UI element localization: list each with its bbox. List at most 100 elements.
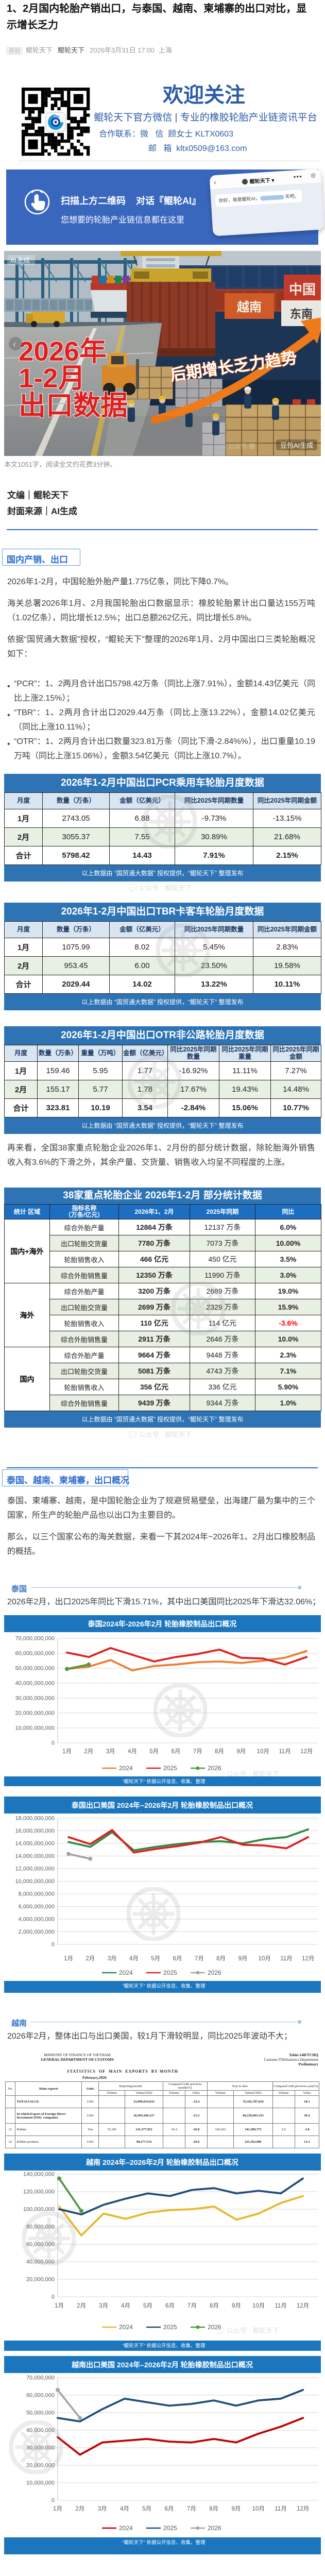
svg-text:出口数据: 出口数据 bbox=[19, 391, 128, 421]
svg-text:4月: 4月 bbox=[129, 1956, 139, 1962]
svg-text:2024: 2024 bbox=[119, 1765, 133, 1772]
svg-text:7月: 7月 bbox=[187, 2506, 196, 2512]
svg-text:2月: 2月 bbox=[85, 1956, 95, 1962]
svg-text:2026: 2026 bbox=[208, 2524, 221, 2532]
svg-text:10月: 10月 bbox=[252, 2506, 265, 2512]
svg-text:14,000,000,000: 14,000,000,000 bbox=[15, 1841, 55, 1847]
svg-text:20,000,000: 20,000,000 bbox=[26, 2277, 55, 2283]
svg-text:80,000,000: 80,000,000 bbox=[26, 2224, 55, 2230]
svg-text:8月: 8月 bbox=[215, 1749, 224, 1755]
svg-text:8月: 8月 bbox=[210, 2303, 219, 2309]
svg-text:70,000,000: 70,000,000 bbox=[26, 2375, 55, 2381]
svg-text:12,000,000,000: 12,000,000,000 bbox=[15, 1866, 55, 1872]
svg-text:0: 0 bbox=[52, 1942, 55, 1948]
svg-text:3月: 3月 bbox=[98, 2506, 107, 2512]
svg-text:1-2月: 1-2月 bbox=[19, 363, 85, 394]
svg-text:2026: 2026 bbox=[208, 1969, 221, 1976]
svg-text:8月: 8月 bbox=[216, 1956, 226, 1962]
svg-text:11月: 11月 bbox=[280, 1956, 292, 1962]
svg-text:10,000,000: 10,000,000 bbox=[26, 2480, 55, 2486]
svg-text:14,000,000,000: 14,000,000,000 bbox=[15, 1853, 55, 1859]
svg-text:2月: 2月 bbox=[77, 2303, 86, 2309]
svg-text:中国: 中国 bbox=[289, 282, 316, 297]
svg-text:0: 0 bbox=[52, 2498, 55, 2504]
svg-text:“鲲轮天下” 依据公开信息、收集、整理: “鲲轮天下” 依据公开信息、收集、整理 bbox=[123, 1983, 206, 1989]
svg-text:2025: 2025 bbox=[163, 1969, 177, 1976]
svg-text:6,000,000,000: 6,000,000,000 bbox=[19, 1904, 55, 1910]
svg-text:2025: 2025 bbox=[163, 2524, 177, 2532]
svg-text:20,000,000: 20,000,000 bbox=[26, 2463, 55, 2469]
svg-text:40,000,000: 40,000,000 bbox=[26, 2428, 55, 2434]
svg-text:1月: 1月 bbox=[53, 2506, 62, 2512]
svg-text:40,000,000,000: 40,000,000,000 bbox=[15, 1681, 55, 1687]
svg-text:2026年: 2026年 bbox=[19, 336, 107, 367]
svg-text:11月: 11月 bbox=[275, 2506, 286, 2512]
svg-text:2024: 2024 bbox=[119, 2324, 133, 2331]
svg-text:7月: 7月 bbox=[187, 2303, 197, 2309]
svg-text:泰国出口美国 2024年~2026年2月 轮胎橡胶制品出口概: 泰国出口美国 2024年~2026年2月 轮胎橡胶制品出口概况 bbox=[71, 1801, 253, 1809]
svg-text:3月: 3月 bbox=[106, 1749, 115, 1755]
svg-text:16,000,000,000: 16,000,000,000 bbox=[15, 1828, 55, 1834]
svg-text:11月: 11月 bbox=[279, 1749, 290, 1755]
svg-text:4月: 4月 bbox=[128, 1749, 137, 1755]
svg-text:10月: 10月 bbox=[252, 2303, 265, 2309]
svg-text:100,000,000: 100,000,000 bbox=[23, 2207, 55, 2213]
svg-text:6月: 6月 bbox=[173, 1956, 182, 1962]
svg-text:4月: 4月 bbox=[121, 2303, 130, 2309]
svg-text:20,000,000,000: 20,000,000,000 bbox=[15, 1710, 55, 1717]
svg-text:2025: 2025 bbox=[163, 1765, 177, 1772]
svg-text:越南: 越南 bbox=[237, 300, 262, 314]
svg-text:0: 0 bbox=[52, 2294, 55, 2300]
svg-text:12月: 12月 bbox=[302, 1956, 314, 1962]
svg-text:5月: 5月 bbox=[149, 1749, 159, 1755]
svg-text:7月: 7月 bbox=[195, 1956, 204, 1962]
svg-text:50,000,000: 50,000,000 bbox=[26, 2410, 55, 2416]
svg-text:5月: 5月 bbox=[142, 2506, 151, 2512]
svg-text:“鲲轮天下” 依据公开信息、收集、整理: “鲲轮天下” 依据公开信息、收集、整理 bbox=[123, 1778, 206, 1785]
svg-text:5月: 5月 bbox=[151, 1956, 160, 1962]
svg-text:12月: 12月 bbox=[297, 2506, 309, 2512]
svg-text:豆包AI生成: 豆包AI生成 bbox=[280, 442, 313, 449]
svg-text:9月: 9月 bbox=[231, 2506, 241, 2512]
svg-text:60,000,000: 60,000,000 bbox=[26, 2393, 55, 2399]
svg-text:30,000,000,000: 30,000,000,000 bbox=[15, 1696, 55, 1702]
svg-text:‹: ‹ bbox=[13, 339, 16, 349]
svg-text:6月: 6月 bbox=[165, 2303, 175, 2309]
svg-text:2025: 2025 bbox=[163, 2324, 177, 2331]
svg-text:60,000,000,000: 60,000,000,000 bbox=[15, 1651, 55, 1657]
svg-text:9月: 9月 bbox=[236, 1749, 246, 1755]
svg-text:4,000,000,000: 4,000,000,000 bbox=[19, 1917, 55, 1923]
svg-text:5月: 5月 bbox=[143, 2303, 152, 2309]
svg-text:东南: 东南 bbox=[290, 308, 313, 320]
svg-text:“鲲轮天下” 依据公开信息、收集、整理: “鲲轮天下” 依据公开信息、收集、整理 bbox=[123, 2343, 206, 2349]
svg-text:1月: 1月 bbox=[62, 1749, 72, 1755]
svg-text:0: 0 bbox=[52, 1740, 55, 1747]
svg-text:12月: 12月 bbox=[297, 2303, 309, 2309]
svg-text:10,000,000,000: 10,000,000,000 bbox=[15, 1725, 55, 1732]
svg-text:ⓘ 公众号·鲲: ⓘ 公众号·鲲 bbox=[220, 443, 255, 450]
svg-text:140,000,000: 140,000,000 bbox=[23, 2172, 55, 2178]
svg-text:2026: 2026 bbox=[208, 2324, 221, 2331]
svg-text:30,000,000: 30,000,000 bbox=[26, 2445, 55, 2451]
svg-text:3月: 3月 bbox=[108, 1956, 117, 1962]
svg-text:越南 2024年–2026年2月 轮胎橡胶制品出口概况: 越南 2024年–2026年2月 轮胎橡胶制品出口概况 bbox=[85, 2158, 238, 2166]
svg-text:6月: 6月 bbox=[165, 2506, 174, 2512]
svg-text:AI生成: AI生成 bbox=[10, 257, 30, 264]
svg-text:11月: 11月 bbox=[275, 2303, 286, 2309]
svg-text:越南出口美国 2024年–2026年2月 轮胎橡胶制品出口概: 越南出口美国 2024年–2026年2月 轮胎橡胶制品出口概况 bbox=[71, 2361, 253, 2369]
svg-text:50,000,000,000: 50,000,000,000 bbox=[15, 1666, 55, 1672]
svg-text:2024: 2024 bbox=[119, 2524, 133, 2532]
svg-text:2,000,000,000: 2,000,000,000 bbox=[19, 1929, 55, 1935]
svg-text:120,000,000: 120,000,000 bbox=[23, 2189, 55, 2195]
svg-text:3月: 3月 bbox=[99, 2303, 108, 2309]
svg-text:7月: 7月 bbox=[193, 1749, 202, 1755]
svg-text:8月: 8月 bbox=[209, 2506, 218, 2512]
svg-text:40,000,000: 40,000,000 bbox=[26, 2259, 55, 2265]
svg-text:“鲲轮天下” 依据公开信息、收集、整理: “鲲轮天下” 依据公开信息、收集、整理 bbox=[123, 2539, 206, 2546]
svg-text:6月: 6月 bbox=[172, 1749, 181, 1755]
svg-text:12月: 12月 bbox=[300, 1749, 313, 1755]
svg-text:10月: 10月 bbox=[257, 1749, 269, 1755]
svg-text:1月: 1月 bbox=[64, 1956, 73, 1962]
svg-text:18,000,000,000: 18,000,000,000 bbox=[15, 1816, 55, 1822]
svg-text:2月: 2月 bbox=[75, 2506, 84, 2512]
